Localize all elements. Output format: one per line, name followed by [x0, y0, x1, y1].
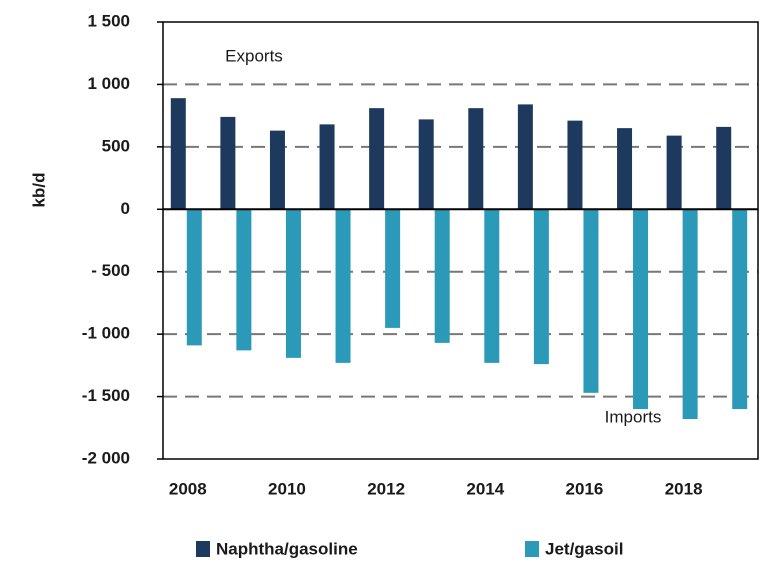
x-tick-label: 2016 — [566, 479, 604, 498]
bar — [434, 209, 450, 343]
bar — [170, 98, 186, 210]
bar — [716, 126, 732, 210]
x-tick-label: 2014 — [466, 479, 504, 498]
x-tick-label: 2010 — [268, 479, 306, 498]
plot-frame — [162, 21, 759, 460]
bar — [269, 130, 285, 210]
bar — [682, 209, 698, 420]
y-tick-label: -1 500 — [82, 386, 130, 405]
annotation: Exports — [225, 46, 283, 65]
bar — [533, 209, 549, 365]
bar — [319, 124, 335, 210]
y-tick-label: -1 000 — [82, 324, 130, 343]
bar — [666, 135, 682, 210]
bar — [517, 104, 533, 210]
x-tick-label: 2012 — [367, 479, 405, 498]
bar — [186, 209, 202, 346]
bar — [567, 120, 583, 210]
bar — [285, 209, 301, 358]
bar — [220, 116, 236, 210]
bar — [484, 209, 500, 363]
y-tick-label: 500 — [102, 136, 130, 155]
annotation: Imports — [605, 407, 662, 426]
y-tick-label: -2 000 — [82, 448, 130, 467]
bar — [468, 108, 484, 210]
legend-label: Jet/gasoil — [545, 539, 623, 558]
y-axis-label: kb/d — [29, 173, 48, 208]
bar — [369, 108, 385, 210]
legend-label: Naphtha/gasoline — [216, 539, 358, 558]
y-tick-label: 0 — [121, 199, 130, 218]
bar — [236, 209, 252, 351]
bar — [583, 209, 599, 393]
y-tick-label: - 500 — [91, 261, 130, 280]
bar — [385, 209, 401, 328]
bar — [732, 209, 748, 410]
y-tick-label: 1 500 — [87, 11, 130, 30]
bar — [617, 128, 633, 210]
legend-swatch — [196, 541, 210, 557]
bar — [335, 209, 351, 363]
x-tick-label: 2018 — [665, 479, 703, 498]
x-tick-label: 2008 — [169, 479, 207, 498]
bar — [633, 209, 649, 410]
legend-swatch — [525, 541, 539, 557]
y-tick-label: 1 000 — [87, 74, 130, 93]
bar — [418, 119, 434, 210]
